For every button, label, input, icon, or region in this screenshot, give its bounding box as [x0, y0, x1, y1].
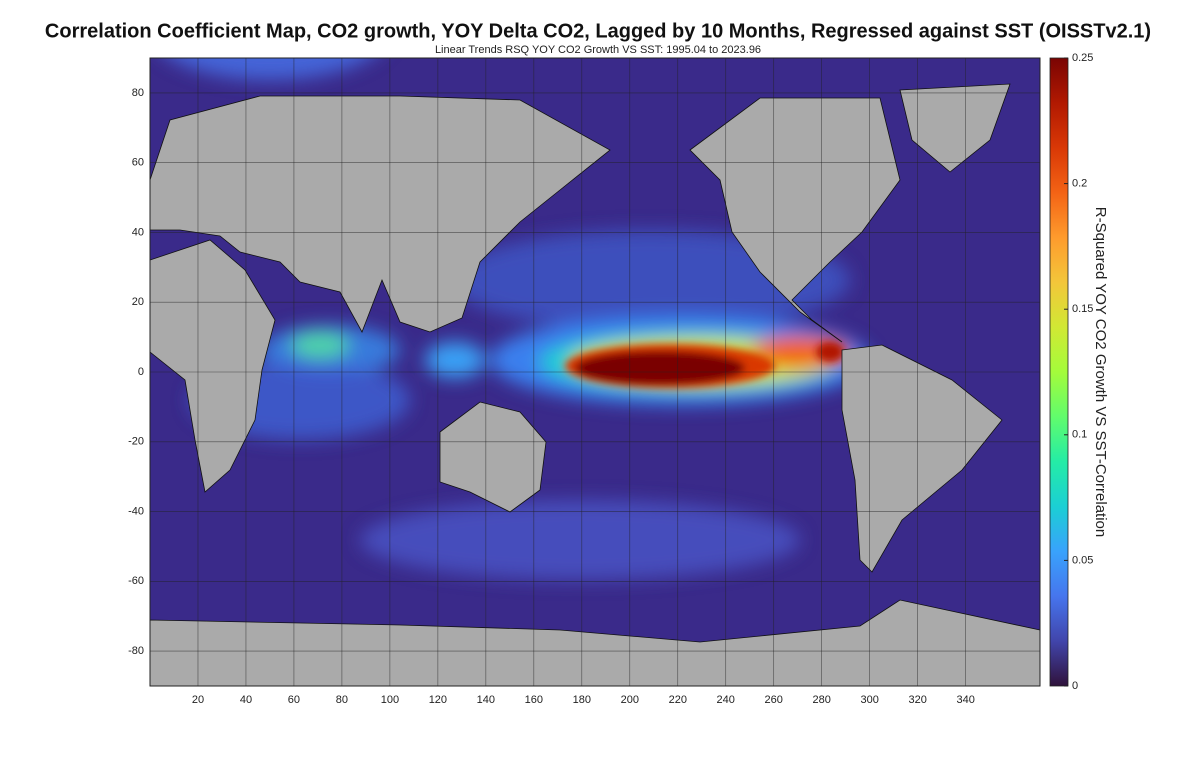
x-tick-label: 320 — [908, 694, 926, 706]
y-tick-label: 20 — [132, 296, 144, 308]
x-tick-label: 140 — [477, 694, 495, 706]
x-tick-label: 40 — [240, 694, 252, 706]
colorbar-label: R-Squared YOY CO2 Growth VS SST-Correlat… — [1092, 207, 1109, 537]
plot-frame — [149, 57, 1041, 687]
colorbar — [1049, 57, 1069, 687]
y-tick-label: 60 — [132, 157, 144, 169]
x-tick-label: 280 — [813, 694, 831, 706]
colorbar-tick-label: 0.05 — [1072, 554, 1093, 566]
x-tick-label: 220 — [669, 694, 687, 706]
y-tick-label: -20 — [128, 436, 144, 448]
x-tick-label: 60 — [288, 694, 300, 706]
y-tick-label: 40 — [132, 226, 144, 238]
x-tick-label: 180 — [573, 694, 591, 706]
x-tick-label: 80 — [336, 694, 348, 706]
y-tick-label: -40 — [128, 505, 144, 517]
x-tick-label: 120 — [429, 694, 447, 706]
x-tick-label: 200 — [621, 694, 639, 706]
x-tick-label: 160 — [525, 694, 543, 706]
y-tick-label: -60 — [128, 575, 144, 587]
axes: 20 40 60 80 100 120 140 160 180 200 220 240 260 280 30… — [128, 58, 1040, 706]
y-tick-label: 80 — [132, 87, 144, 99]
y-tick-label: -80 — [128, 645, 144, 657]
chart-title: Correlation Coefficient Map, CO2 growth,… — [45, 20, 1151, 42]
colorbar-tick-label: 0.15 — [1072, 303, 1093, 315]
colorbar-tick-label: 0 — [1072, 680, 1078, 692]
map-field — [150, 58, 1040, 686]
x-tick-label: 260 — [765, 694, 783, 706]
x-tick-label: 300 — [860, 694, 878, 706]
x-tick-label: 340 — [956, 694, 974, 706]
colorbar-tick-label: 0.1 — [1072, 429, 1087, 441]
x-tick-label: 20 — [192, 694, 204, 706]
y-tick-label: 0 — [138, 366, 144, 378]
chart-subtitle: Linear Trends RSQ YOY CO2 Growth VS SST:… — [435, 44, 761, 56]
x-tick-label: 240 — [717, 694, 735, 706]
colorbar-tick-label: 0.25 — [1072, 52, 1093, 64]
x-tick-label: 100 — [381, 694, 399, 706]
colorbar-tick-label: 0.2 — [1072, 178, 1087, 190]
